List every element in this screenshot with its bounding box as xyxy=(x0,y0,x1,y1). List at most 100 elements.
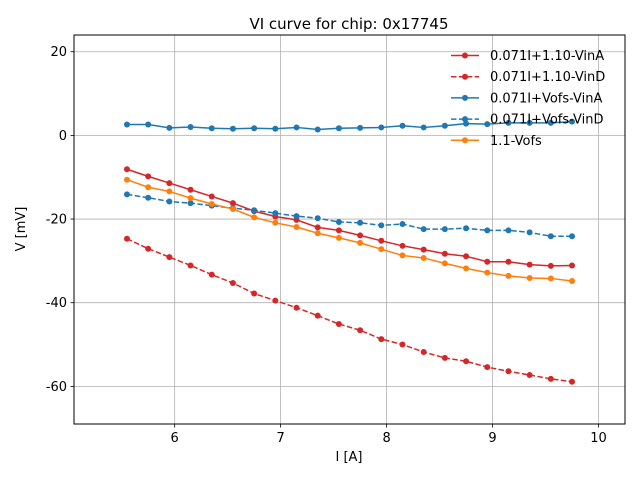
data-point xyxy=(272,297,279,304)
data-point xyxy=(251,290,258,297)
data-point xyxy=(229,280,236,287)
data-point xyxy=(145,245,152,252)
data-point xyxy=(251,214,258,221)
data-point xyxy=(166,188,173,195)
data-point xyxy=(420,246,427,253)
data-point xyxy=(441,122,448,129)
data-point xyxy=(399,252,406,259)
data-point xyxy=(526,275,533,282)
data-point xyxy=(208,200,215,207)
data-point xyxy=(145,184,152,191)
data-point xyxy=(123,191,130,198)
data-point xyxy=(314,215,321,222)
data-point xyxy=(441,250,448,257)
y-tick-label: -20 xyxy=(46,213,67,228)
data-point xyxy=(569,378,576,385)
data-point xyxy=(505,119,512,126)
y-tick-label: 0 xyxy=(59,129,67,144)
data-point xyxy=(166,124,173,131)
data-point xyxy=(357,219,364,226)
legend-marker xyxy=(462,116,468,123)
data-point xyxy=(569,233,576,240)
data-point xyxy=(420,124,427,131)
data-point xyxy=(484,364,491,371)
series-line xyxy=(126,168,573,267)
data-point xyxy=(314,126,321,133)
data-point xyxy=(123,235,130,242)
series-1 xyxy=(123,235,576,385)
plot-frame xyxy=(73,34,626,425)
data-point xyxy=(145,173,152,180)
data-point xyxy=(463,253,470,260)
data-point xyxy=(272,125,279,132)
chart-title: VI curve for chip: 0x17745 xyxy=(249,15,448,33)
data-point xyxy=(463,120,470,127)
data-point xyxy=(547,375,554,382)
legend-marker xyxy=(462,52,468,59)
x-tick-label: 6 xyxy=(171,431,179,446)
data-point xyxy=(463,358,470,365)
data-point xyxy=(166,180,173,187)
tick-layer: 6 7 8 9 10 -60 -40 -20 0 20 xyxy=(46,45,607,446)
data-point xyxy=(378,336,385,343)
data-point xyxy=(569,118,576,125)
data-point xyxy=(229,125,236,132)
data-point xyxy=(251,125,258,132)
data-point xyxy=(526,372,533,379)
data-point xyxy=(293,213,300,220)
data-point xyxy=(505,258,512,265)
data-point xyxy=(526,261,533,268)
series-line xyxy=(126,238,573,383)
y-axis-label: V [mV] xyxy=(14,207,29,252)
data-point xyxy=(272,210,279,217)
grid-layer xyxy=(74,35,625,424)
data-point xyxy=(505,368,512,375)
x-tick-label: 8 xyxy=(382,431,390,446)
data-point xyxy=(335,321,342,328)
series-3 xyxy=(123,191,576,240)
data-point xyxy=(335,125,342,132)
legend-entry: 1.1-Vofs xyxy=(451,134,542,149)
data-point xyxy=(441,260,448,267)
data-point xyxy=(123,166,130,173)
legend: 0.071I+1.10-VinA 0.071I+1.10-VinD 0.071I+V… xyxy=(451,49,605,149)
legend-marker xyxy=(462,94,468,101)
data-point xyxy=(229,200,236,207)
series-line xyxy=(126,120,573,131)
data-point xyxy=(547,275,554,282)
legend-label: 0.071I+1.10-VinD xyxy=(490,70,605,85)
data-point xyxy=(399,221,406,228)
data-point xyxy=(145,121,152,128)
series-layer xyxy=(123,118,576,385)
data-point xyxy=(335,227,342,234)
series-0 xyxy=(123,166,576,269)
data-point xyxy=(187,262,194,269)
data-point xyxy=(314,312,321,319)
series-line xyxy=(126,179,573,282)
legend-marker xyxy=(462,137,468,144)
data-point xyxy=(187,195,194,202)
data-point xyxy=(420,349,427,356)
data-point xyxy=(357,239,364,246)
y-tick-label: -40 xyxy=(46,296,67,311)
legend-entry: 0.071I+Vofs-VinD xyxy=(451,113,604,128)
data-point xyxy=(505,272,512,279)
data-point xyxy=(357,232,364,239)
x-axis-label: I [A] xyxy=(335,450,362,465)
series-2 xyxy=(123,118,576,133)
legend-label: 0.071I+1.10-VinA xyxy=(490,49,604,64)
legend-entry: 0.071I+Vofs-VinA xyxy=(451,91,603,106)
data-point xyxy=(208,193,215,200)
data-point xyxy=(569,262,576,269)
data-point xyxy=(314,230,321,237)
data-point xyxy=(484,269,491,276)
data-point xyxy=(357,124,364,131)
legend-entry: 0.071I+1.10-VinA xyxy=(451,49,604,64)
data-point xyxy=(378,246,385,253)
legend-label: 0.071I+Vofs-VinD xyxy=(490,113,604,128)
data-point xyxy=(293,304,300,311)
x-tick-label: 10 xyxy=(590,431,607,446)
x-tick-label: 7 xyxy=(276,431,284,446)
data-point xyxy=(293,223,300,230)
data-point xyxy=(187,186,194,193)
